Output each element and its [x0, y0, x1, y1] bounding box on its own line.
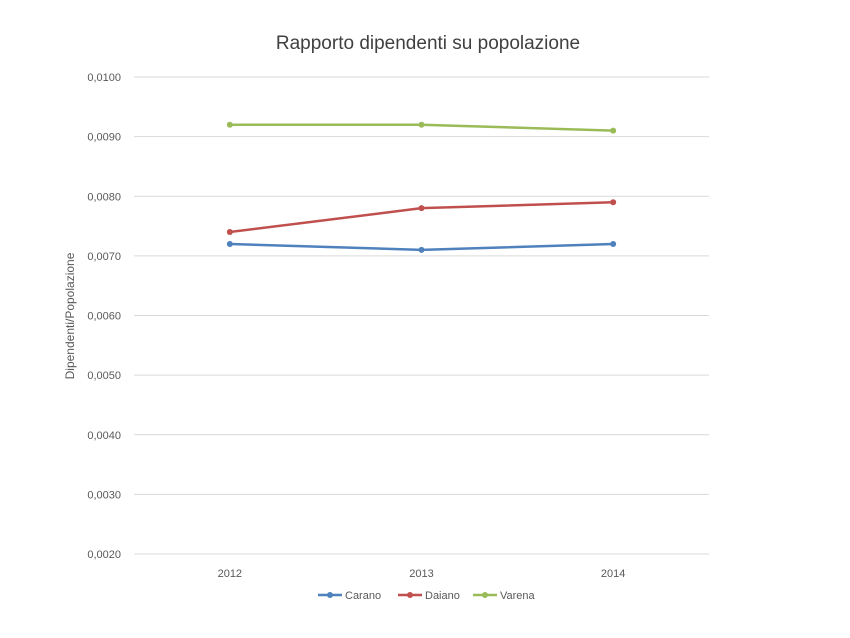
- data-point: [226, 229, 233, 236]
- legend-marker: [327, 592, 333, 598]
- legend-label: Daiano: [425, 590, 460, 602]
- y-axis-label: Dipendenti/Popolazione: [63, 252, 77, 379]
- x-tick-label: 2012: [218, 568, 242, 580]
- y-tick-label: 0,0100: [87, 72, 121, 84]
- gridlines: [134, 76, 709, 555]
- y-tick-label: 0,0040: [87, 430, 121, 442]
- y-axis-ticks: 0,0020 0,0030 0,0040 0,0050 0,0060 0,0070 0,00…: [87, 72, 121, 561]
- data-point: [418, 246, 425, 253]
- data-point: [226, 121, 233, 128]
- data-point: [610, 199, 617, 206]
- series-varena: [226, 121, 617, 134]
- legend-label: Varena: [500, 590, 536, 602]
- series-group: [226, 121, 617, 253]
- x-tick-label: 2013: [409, 568, 433, 580]
- legend-item-varena: Varena: [473, 590, 536, 602]
- chart-title: Rapporto dipendenti su popolazione: [276, 33, 580, 54]
- data-point: [610, 127, 617, 134]
- data-point: [226, 240, 233, 247]
- legend-label: Carano: [345, 590, 381, 602]
- data-point: [418, 205, 425, 212]
- y-tick-label: 0,0020: [87, 549, 121, 561]
- legend-marker: [482, 592, 488, 598]
- legend-item-daiano: Daiano: [398, 590, 460, 602]
- y-tick-label: 0,0070: [87, 251, 121, 263]
- y-tick-label: 0,0030: [87, 489, 121, 501]
- x-tick-label: 2014: [601, 568, 625, 580]
- y-tick-label: 0,0050: [87, 370, 121, 382]
- x-axis-ticks: 2012 2013 2014: [218, 568, 626, 580]
- data-point: [610, 240, 617, 247]
- legend-marker: [407, 592, 413, 598]
- y-tick-label: 0,0090: [87, 132, 121, 144]
- series-daiano: [226, 199, 617, 236]
- data-point: [418, 121, 425, 128]
- legend-item-carano: Carano: [318, 590, 381, 602]
- series-carano: [226, 240, 617, 253]
- legend: Carano Daiano Varena: [318, 590, 536, 602]
- y-tick-label: 0,0080: [87, 191, 121, 203]
- y-tick-label: 0,0060: [87, 311, 121, 323]
